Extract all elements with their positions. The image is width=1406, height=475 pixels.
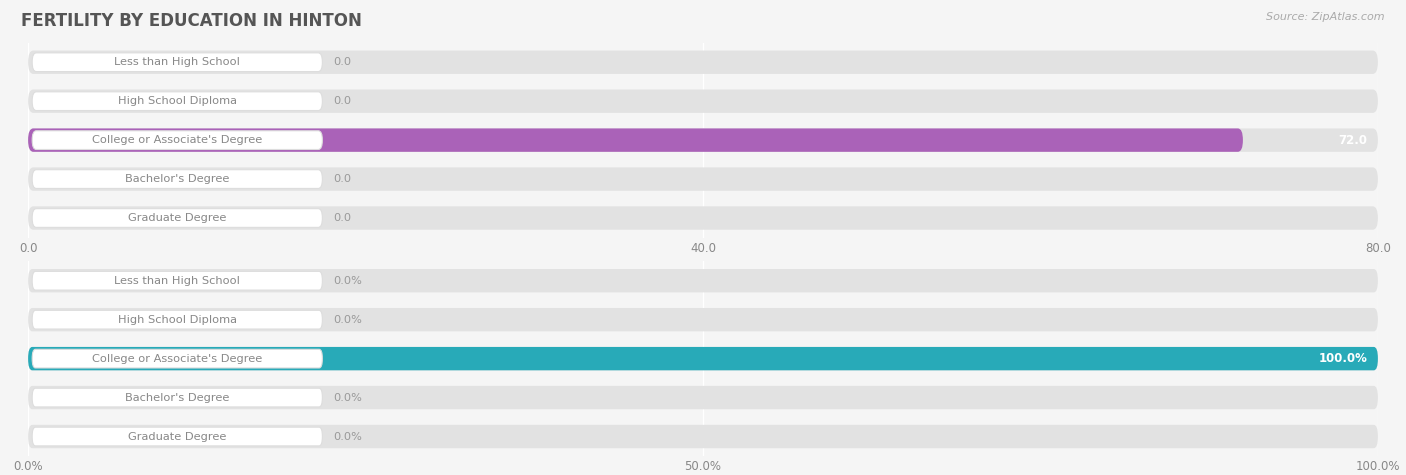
Text: College or Associate's Degree: College or Associate's Degree <box>93 135 263 145</box>
Text: Less than High School: Less than High School <box>114 276 240 286</box>
FancyBboxPatch shape <box>28 128 1243 152</box>
Text: Source: ZipAtlas.com: Source: ZipAtlas.com <box>1267 12 1385 22</box>
Text: Bachelor's Degree: Bachelor's Degree <box>125 392 229 403</box>
FancyBboxPatch shape <box>28 308 1378 332</box>
FancyBboxPatch shape <box>32 349 322 368</box>
FancyBboxPatch shape <box>32 209 322 228</box>
FancyBboxPatch shape <box>28 347 1378 370</box>
FancyBboxPatch shape <box>32 131 322 150</box>
Text: 0.0%: 0.0% <box>333 392 361 403</box>
FancyBboxPatch shape <box>32 92 322 111</box>
FancyBboxPatch shape <box>32 170 322 189</box>
Text: Graduate Degree: Graduate Degree <box>128 213 226 223</box>
Text: Graduate Degree: Graduate Degree <box>128 431 226 442</box>
Text: Less than High School: Less than High School <box>114 57 240 67</box>
Text: 0.0: 0.0 <box>333 96 352 106</box>
Text: High School Diploma: High School Diploma <box>118 314 236 325</box>
FancyBboxPatch shape <box>32 388 322 407</box>
Text: 0.0%: 0.0% <box>333 431 361 442</box>
Text: 0.0%: 0.0% <box>333 276 361 286</box>
FancyBboxPatch shape <box>28 167 1378 191</box>
Text: Bachelor's Degree: Bachelor's Degree <box>125 174 229 184</box>
Text: 0.0: 0.0 <box>333 174 352 184</box>
Text: 100.0%: 100.0% <box>1319 352 1367 365</box>
FancyBboxPatch shape <box>28 386 1378 409</box>
FancyBboxPatch shape <box>32 427 322 446</box>
FancyBboxPatch shape <box>32 53 322 72</box>
Text: High School Diploma: High School Diploma <box>118 96 236 106</box>
FancyBboxPatch shape <box>28 128 1378 152</box>
Text: 72.0: 72.0 <box>1339 133 1367 147</box>
FancyBboxPatch shape <box>28 50 1378 74</box>
Text: FERTILITY BY EDUCATION IN HINTON: FERTILITY BY EDUCATION IN HINTON <box>21 12 361 30</box>
Text: College or Associate's Degree: College or Associate's Degree <box>93 353 263 364</box>
Text: 0.0: 0.0 <box>333 57 352 67</box>
FancyBboxPatch shape <box>28 425 1378 448</box>
FancyBboxPatch shape <box>32 271 322 290</box>
FancyBboxPatch shape <box>28 269 1378 293</box>
Text: 0.0: 0.0 <box>333 213 352 223</box>
FancyBboxPatch shape <box>32 310 322 329</box>
FancyBboxPatch shape <box>28 206 1378 230</box>
FancyBboxPatch shape <box>28 347 1378 370</box>
Text: 0.0%: 0.0% <box>333 314 361 325</box>
FancyBboxPatch shape <box>28 89 1378 113</box>
